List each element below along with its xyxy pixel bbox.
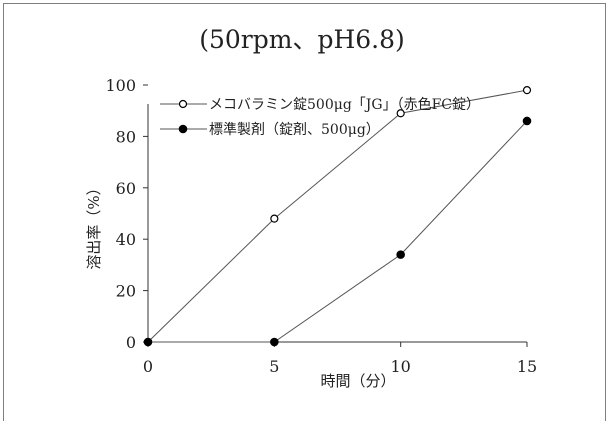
series-layer <box>143 86 532 347</box>
legend-label-1: メコバラミン錠500μg「JG」（赤色FC錠） <box>209 96 480 113</box>
legend-item-series-1: メコバラミン錠500μg「JG」（赤色FC錠） <box>160 96 480 113</box>
legend-item-series-2: 標準製剤（錠剤、500μg） <box>160 122 380 138</box>
series-2-point <box>396 250 405 259</box>
series-1-point <box>522 86 532 95</box>
x-tick-label: 0 <box>143 357 153 376</box>
x-tick-label: 10 <box>390 357 410 376</box>
series-2-point <box>270 337 279 347</box>
y-tick-label: 20 <box>116 282 136 301</box>
series-2-point <box>522 116 532 126</box>
x-tick-label: 15 <box>517 357 537 376</box>
chart-title: (50rpm、pH6.8) <box>199 25 405 54</box>
series-1-point <box>396 109 405 118</box>
legend-label-2: 標準製剤（錠剤、500μg） <box>209 122 380 138</box>
chart-frame <box>3 3 606 421</box>
x-tick-label: 5 <box>269 357 279 376</box>
y-tick-label: 80 <box>116 127 136 146</box>
series-1-point <box>270 214 279 223</box>
y-tick-label: 100 <box>105 76 136 95</box>
y-axis-label: 溶出率（%） <box>85 180 103 269</box>
x-axis-label: 時間（分） <box>320 372 395 390</box>
y-tick-label: 60 <box>116 179 136 198</box>
legend-marker-1 <box>178 99 188 109</box>
series-2-line <box>148 120 528 343</box>
series-1-line <box>147 89 528 343</box>
y-ticks: 0 20 40 60 80 100 <box>105 76 148 352</box>
axes <box>147 104 527 343</box>
y-tick-label: 40 <box>116 230 136 249</box>
y-tick-label: 0 <box>126 333 136 352</box>
legend-marker-2 <box>178 124 188 134</box>
x-ticks: 0 5 10 15 <box>143 342 537 376</box>
series-2-point <box>143 337 153 347</box>
legend: メコバラミン錠500μg「JG」（赤色FC錠） 標準製剤（錠剤、500μg） <box>160 96 480 138</box>
